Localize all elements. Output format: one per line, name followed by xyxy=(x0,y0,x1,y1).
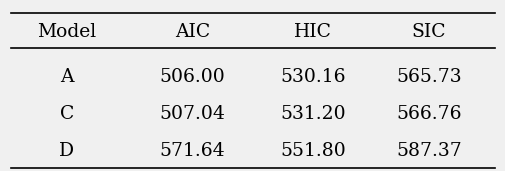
Text: 506.00: 506.00 xyxy=(160,68,225,86)
Text: 551.80: 551.80 xyxy=(280,142,345,160)
Text: 587.37: 587.37 xyxy=(395,142,461,160)
Text: D: D xyxy=(59,142,74,160)
Text: SIC: SIC xyxy=(411,23,445,41)
Text: 566.76: 566.76 xyxy=(395,105,461,123)
Text: 571.64: 571.64 xyxy=(160,142,225,160)
Text: 530.16: 530.16 xyxy=(280,68,345,86)
Text: A: A xyxy=(60,68,73,86)
Text: HIC: HIC xyxy=(294,23,332,41)
Text: AIC: AIC xyxy=(175,23,210,41)
Text: 507.04: 507.04 xyxy=(160,105,225,123)
Text: C: C xyxy=(60,105,74,123)
Text: 531.20: 531.20 xyxy=(280,105,345,123)
Text: 565.73: 565.73 xyxy=(395,68,461,86)
Text: Model: Model xyxy=(37,23,96,41)
